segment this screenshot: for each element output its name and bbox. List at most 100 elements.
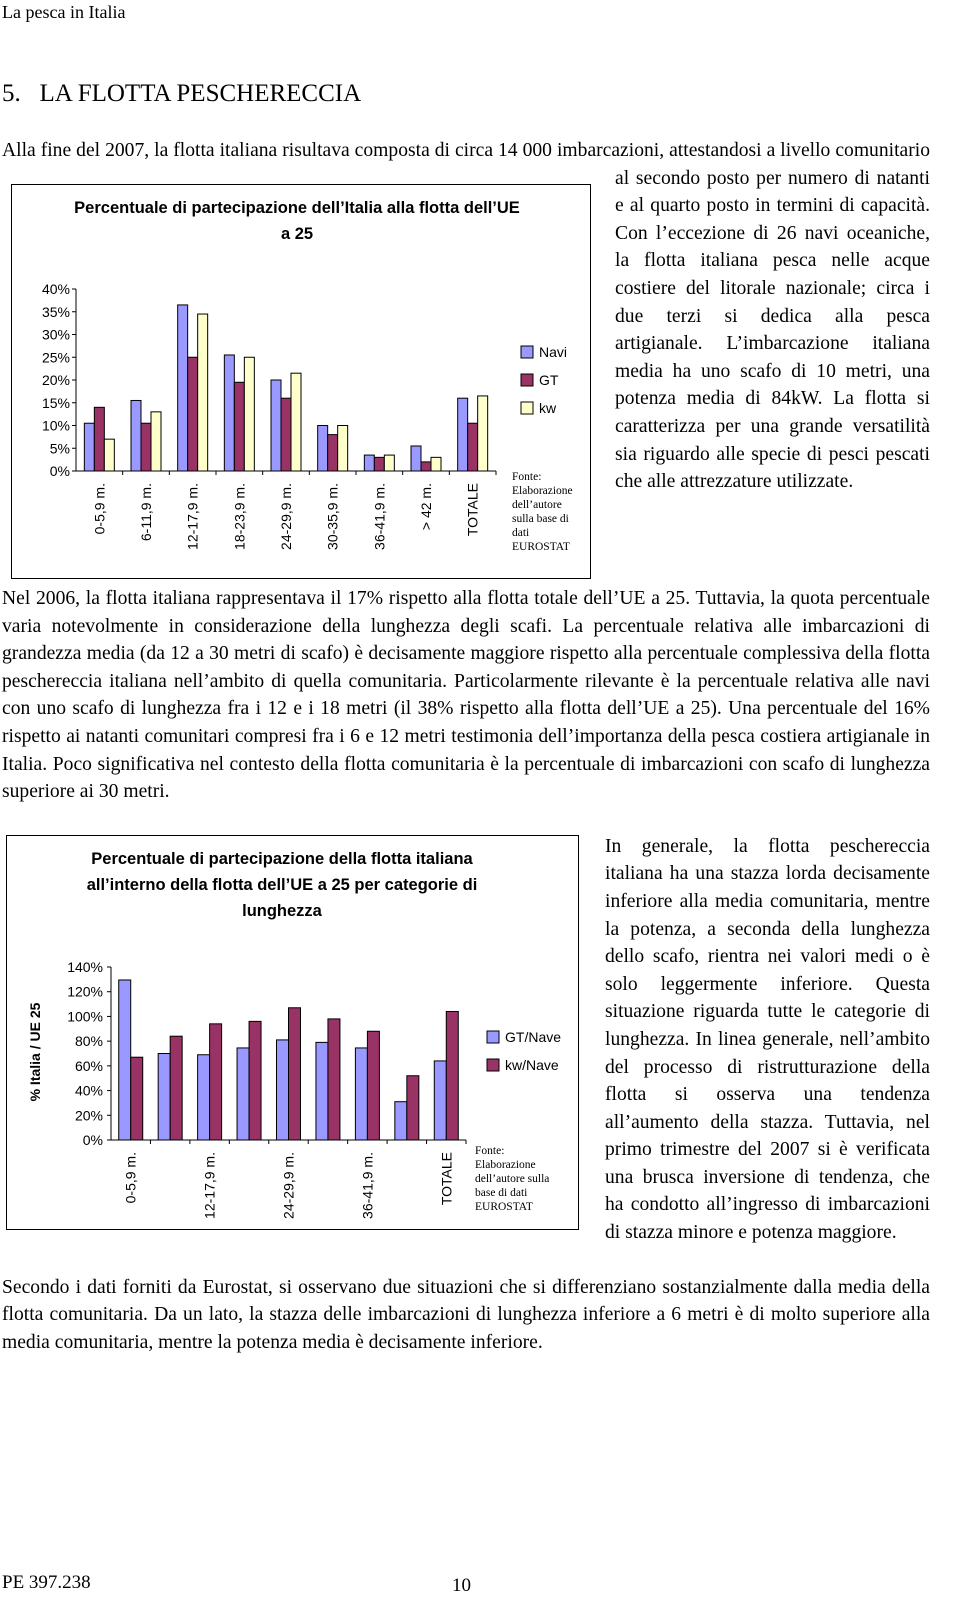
legend-label: kw xyxy=(539,400,557,416)
legend-swatch xyxy=(520,401,534,415)
bar xyxy=(169,1035,183,1141)
bar xyxy=(130,1056,144,1141)
paragraph: Nel 2006, la flotta italiana rappresenta… xyxy=(2,588,930,803)
x-tick-label: 0-5,9 m. xyxy=(123,1152,139,1203)
x-tick-label: 24-29,9 m. xyxy=(281,1152,297,1219)
x-tick-label: 12-17,9 m. xyxy=(202,1152,218,1219)
bar xyxy=(197,1053,211,1141)
x-tick-label: 24-29,9 m. xyxy=(278,483,294,550)
bar xyxy=(209,1023,223,1141)
bar xyxy=(363,454,375,472)
y-tick-label: 40% xyxy=(42,281,70,297)
bar xyxy=(270,379,282,472)
bar xyxy=(118,979,132,1141)
x-tick-label: 0-5,9 m. xyxy=(91,483,107,534)
x-tick-label: TOTALE xyxy=(465,483,481,536)
bar xyxy=(157,1052,171,1141)
legend-label: GT/Nave xyxy=(505,1029,561,1045)
chart-canvas: 0% 5% 10% 15% 20% 25% 30% 35% 40% 0-5,9 m. 6-11,9 … xyxy=(42,281,577,550)
y-tick-label: 140% xyxy=(67,959,103,975)
chart-source: Fonte: Elaborazione dell’autore sulla ba… xyxy=(475,1144,550,1213)
bar xyxy=(93,406,105,472)
y-tick-label: 0% xyxy=(83,1132,103,1148)
bar xyxy=(477,395,489,472)
bar xyxy=(288,1007,301,1141)
bar xyxy=(394,1100,408,1141)
chart-source: Fonte: Elaborazione dell’autore sulla ba… xyxy=(512,471,573,553)
y-tick-label: 30% xyxy=(42,327,70,343)
bar xyxy=(290,372,302,472)
bar xyxy=(177,304,189,472)
x-tick-label: > 42 m. xyxy=(418,483,434,530)
bar xyxy=(354,1047,368,1141)
document-code: PE 397.238 xyxy=(2,1572,91,1593)
legend-label: Navi xyxy=(539,344,567,360)
y-tick-label: 5% xyxy=(50,440,70,456)
x-tick-label: 6-11,9 m. xyxy=(138,483,154,541)
y-tick-label: 15% xyxy=(42,395,70,411)
bar xyxy=(83,422,95,472)
y-tick-label: 120% xyxy=(67,983,103,999)
bar xyxy=(150,411,162,472)
x-tick-label: 30-35,9 m. xyxy=(325,483,341,550)
page-number: 10 xyxy=(452,1575,471,1596)
bar xyxy=(337,425,349,472)
bar xyxy=(366,1030,380,1141)
legend-swatch xyxy=(486,1058,500,1072)
bar xyxy=(467,422,479,472)
paragraph: Alla fine del 2007, la flotta italiana r… xyxy=(2,140,930,493)
y-tick-label: 25% xyxy=(42,349,70,365)
y-tick-label: 10% xyxy=(42,418,70,434)
x-tick-label: TOTALE xyxy=(438,1152,454,1205)
section-heading: 5. LA FLOTTA PESCHERECCIA xyxy=(2,80,362,107)
bar xyxy=(410,445,422,472)
bar xyxy=(140,422,152,472)
y-tick-label: 20% xyxy=(75,1107,103,1123)
chart: 0% 20% 40% 60% 80% 100% 120% 140% % Italia / UE … xyxy=(6,834,579,1230)
legend-swatch xyxy=(520,345,534,359)
legend-label: kw/Nave xyxy=(505,1057,559,1073)
bar xyxy=(373,456,385,472)
y-tick-label: 35% xyxy=(42,304,70,320)
bar xyxy=(445,1010,459,1141)
bar xyxy=(457,397,469,472)
bar xyxy=(276,1039,289,1141)
y-tick-label: 0% xyxy=(50,463,70,479)
legend-swatch xyxy=(520,373,534,387)
bar xyxy=(327,434,339,472)
y-tick-label: 40% xyxy=(75,1082,103,1098)
body-text: 0% 5% 10% 15% 20% 25% 30% 35% 40% 0-5,9 m. 6-11,9 … xyxy=(2,137,930,1383)
bar xyxy=(420,461,432,472)
x-tick-label: 36-41,9 m. xyxy=(371,483,387,550)
bar xyxy=(248,1020,262,1141)
bar xyxy=(236,1047,250,1141)
bar xyxy=(223,354,235,472)
bar xyxy=(327,1018,341,1141)
bar xyxy=(187,356,199,472)
x-tick-label: 36-41,9 m. xyxy=(359,1152,375,1219)
bar xyxy=(383,454,395,472)
y-tick-label: 100% xyxy=(67,1008,103,1024)
y-tick-label: 80% xyxy=(75,1033,103,1049)
chart-canvas: 0% 20% 40% 60% 80% 100% 120% 140% % Italia / UE … xyxy=(27,959,573,1219)
y-tick-label: 60% xyxy=(75,1058,103,1074)
x-tick-label: 12-17,9 m. xyxy=(185,483,201,550)
bar xyxy=(243,356,255,472)
bar xyxy=(233,381,245,472)
bar xyxy=(433,1060,447,1141)
paragraph: In generale, la flotta peschereccia ital… xyxy=(605,835,930,1244)
bar xyxy=(280,397,292,472)
running-header: La pesca in Italia xyxy=(2,2,126,22)
chart: 0% 5% 10% 15% 20% 25% 30% 35% 40% 0-5,9 m. 6-11,9 … xyxy=(11,184,591,579)
chart-title: Percentuale di partecipazione della flot… xyxy=(86,849,478,920)
y-tick-label: 20% xyxy=(42,372,70,388)
x-tick-label: 18-23,9 m. xyxy=(231,483,247,550)
bar xyxy=(197,313,209,472)
bar xyxy=(406,1074,420,1141)
bar xyxy=(317,425,329,472)
bar xyxy=(130,399,142,472)
paragraph: Secondo i dati forniti da Eurostat, si o… xyxy=(2,1276,930,1353)
chart-title: Percentuale di partecipazione dell’Itali… xyxy=(74,199,520,243)
bar xyxy=(103,438,115,472)
